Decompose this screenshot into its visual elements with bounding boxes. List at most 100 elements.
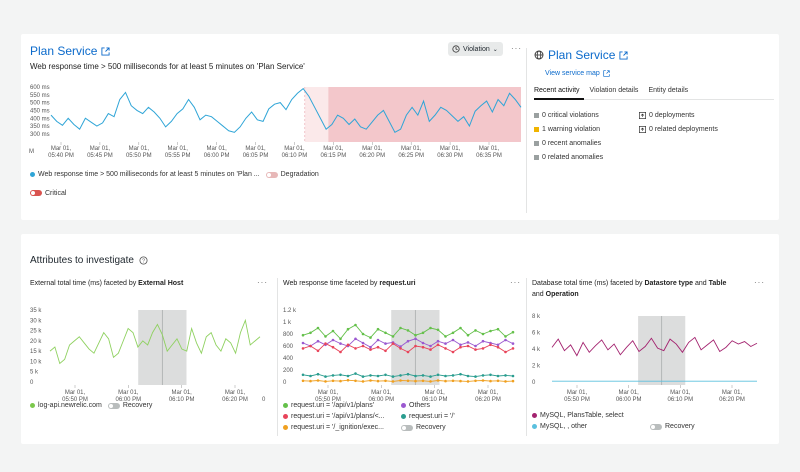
attribute-chart-title: Database total time (ms) faceted by Data… [532,280,727,298]
x-tick-label: Mar 01, [245,146,266,152]
legend-item[interactable]: request.uri = '/api/v1/plans/<... [283,413,401,420]
legend-label: Recovery [665,423,695,430]
legend-item[interactable]: Others [401,402,501,409]
violation-subtitle: Web response time > 500 milliseconds for… [30,62,305,71]
legend-item[interactable]: request.uri = '/' [401,413,501,420]
series-point [361,341,365,345]
series-point [346,374,350,378]
y-tick-label: 200 [283,368,294,374]
violation-more-menu[interactable]: ··· [511,44,522,53]
violation-dropdown[interactable]: Violation ⌄ [448,42,503,56]
y-tick-label: 35 k [30,308,42,314]
series-point [331,345,335,349]
series-point [331,329,335,333]
series-point [489,373,492,377]
x-tick-label: 06:00 PM [368,397,394,403]
x-tick-label: Mar 01, [722,390,743,396]
series-point [436,373,440,377]
legend-item[interactable]: request.uri = '/_ignition/exec... [283,424,401,431]
x-tick-label: 06:25 PM [398,153,424,159]
legend-label: request.uri = '/_ignition/exec... [291,424,384,431]
legend-item-critical[interactable]: Critical [30,190,66,197]
series-point [444,379,447,383]
recovery-toggle[interactable] [107,402,120,409]
series-point [504,380,507,383]
series-point [361,375,365,378]
violation-dropdown-label: Violation [463,45,490,53]
y-tick-label: 350 ms [30,124,50,130]
activity-label: 1 warning violation [542,126,600,133]
help-icon[interactable]: ? [139,256,148,265]
x-tick-label: 06:10 PM [282,153,308,159]
x-tick-label: 05:40 PM [48,153,74,159]
legend-item-degradation[interactable]: Degradation [265,171,319,178]
chart-more-menu[interactable]: ··· [754,278,765,287]
legend-item[interactable]: MySQL, PlansTable, select [532,412,650,419]
x-tick-label: Mar 01, [618,390,639,396]
series-point [451,379,455,383]
x-tick-label: 06:20 PM [222,397,248,403]
series-point [399,379,402,382]
attribute-chart-title: External total time (ms) faceted by Exte… [30,280,184,287]
recovery-toggle[interactable] [650,423,662,430]
series-dot [401,414,406,419]
series-point [391,342,395,345]
y-tick-label: 600 ms [30,85,50,91]
series-point [309,331,312,335]
x-tick-edge: 0 [262,397,266,403]
tab-violation-details[interactable]: Violation details [589,87,639,94]
legend-item[interactable]: log-api.newrelic.com [30,402,102,409]
series-point [496,379,500,383]
y-tick-label: 15 k [30,349,42,355]
x-tick-label: Mar 01, [318,390,339,396]
entity-tabs: Recent activity Violation details Entity… [534,87,774,100]
view-service-map-link[interactable]: View service map [545,70,600,77]
y-tick-label: 2 k [532,364,541,370]
series-point [451,338,455,342]
legend-label: request.uri = '/api/v1/plans' [291,402,375,409]
series-point [316,326,320,330]
series-point [459,343,462,347]
tab-recent-activity[interactable]: Recent activity [534,87,580,94]
series-point [309,379,312,383]
series-point [339,337,342,341]
activity-list: 0 critical violations 1 warning violation… [534,112,774,161]
panel-divider [277,278,278,436]
y-tick-label: 10 k [30,359,42,365]
series-point [384,349,387,353]
series-point [444,347,447,350]
legend-item-recovery[interactable]: Recovery [650,423,695,430]
series-point [429,344,432,348]
legend-item-series[interactable]: Web response time > 500 milliseconds for… [30,171,260,178]
degradation-toggle[interactable] [265,171,278,178]
series-point [496,345,500,349]
entity-title-link[interactable]: Plan Service [548,48,616,62]
status-square-icon [534,141,539,146]
series-dot [532,424,537,429]
y-tick-label: 550 ms [30,93,50,99]
tab-entity-details[interactable]: Entity details [648,87,689,94]
chart-more-menu[interactable]: ··· [510,278,521,287]
globe-icon [534,50,544,60]
external-link-icon[interactable] [603,70,610,77]
x-tick-label: Mar 01, [401,146,422,152]
legend-item-recovery[interactable]: Recovery [401,424,446,431]
series-line [551,336,758,357]
legend-item[interactable]: request.uri = '/api/v1/plans' [283,402,401,409]
recovery-toggle[interactable] [401,424,413,431]
y-tick-label: 400 ms [30,116,50,122]
y-tick-label: 20 k [30,339,42,345]
legend-item[interactable]: MySQL, , other [532,423,650,430]
external-link-icon[interactable] [619,50,628,60]
x-tick-label: Mar 01, [168,146,189,152]
series-point [301,379,305,383]
x-tick-label: 05:50 PM [564,397,590,403]
service-title-link[interactable]: Plan Service [30,44,98,58]
external-link-icon[interactable] [101,46,110,56]
legend-item-recovery[interactable]: Recovery [107,402,152,409]
series-point [429,375,432,378]
series-point [459,345,462,349]
critical-toggle[interactable] [30,190,42,196]
chart-more-menu[interactable]: ··· [257,278,268,287]
x-tick-label: 06:10 PM [667,397,693,403]
